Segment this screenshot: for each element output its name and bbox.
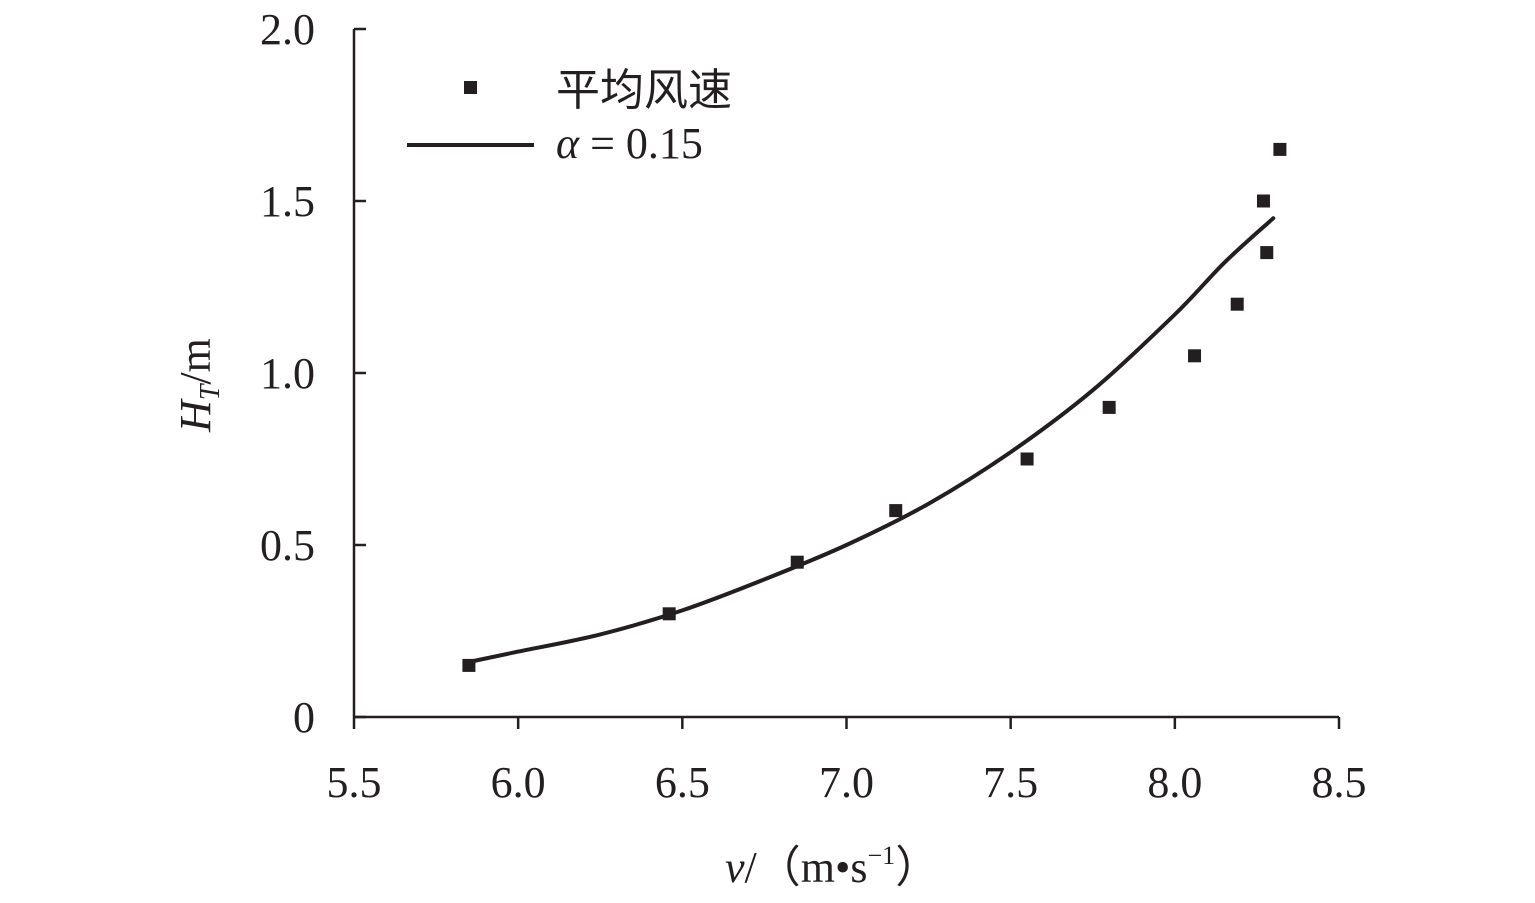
data-point bbox=[1102, 400, 1116, 414]
data-point bbox=[662, 607, 676, 621]
y-axis-label-unit: /m bbox=[171, 338, 220, 384]
x-axis-label-close: ） bbox=[895, 843, 939, 892]
x-tick-label: 7.0 bbox=[819, 758, 874, 807]
legend-marker-scatter bbox=[464, 81, 477, 94]
y-tick-label: 1.0 bbox=[260, 349, 315, 398]
y-axis-label-sub: T bbox=[195, 382, 226, 400]
x-tick-label: 5.5 bbox=[327, 758, 382, 807]
x-tick-label: 8.0 bbox=[1147, 758, 1202, 807]
scatter-series bbox=[462, 142, 1287, 672]
data-point bbox=[1188, 349, 1202, 363]
data-point bbox=[1260, 246, 1274, 260]
y-axis-ticks: 0 0.5 1.0 1.5 2.0 bbox=[260, 5, 366, 742]
x-tick-label: 6.0 bbox=[491, 758, 546, 807]
x-tick-label: 7.5 bbox=[983, 758, 1038, 807]
x-axis-ticks: 5.5 6.0 6.5 7.0 7.5 8.0 8.5 bbox=[327, 717, 1367, 807]
y-tick-label: 2.0 bbox=[260, 5, 315, 54]
x-tick-label: 6.5 bbox=[655, 758, 710, 807]
data-point bbox=[1273, 142, 1287, 156]
legend-label-scatter: 平均风速 bbox=[556, 66, 732, 115]
x-axis-label-unit: /（m•s bbox=[745, 843, 868, 892]
data-point bbox=[1230, 297, 1244, 311]
legend-label-line: α = 0.15 bbox=[556, 119, 703, 168]
y-tick-label: 0.5 bbox=[260, 521, 315, 570]
fit-line-series bbox=[466, 216, 1276, 664]
legend: 平均风速 α = 0.15 bbox=[407, 66, 732, 168]
data-point bbox=[462, 658, 476, 672]
data-point bbox=[1256, 194, 1270, 208]
axes bbox=[352, 29, 1339, 719]
data-point bbox=[790, 555, 804, 569]
fit-line bbox=[466, 216, 1276, 664]
y-axis-label-var: H bbox=[171, 398, 220, 433]
x-axis-label: v/（m•s−1） bbox=[725, 841, 939, 892]
x-axis-label-var: v bbox=[725, 843, 745, 892]
legend-alpha-symbol: α bbox=[556, 119, 580, 168]
legend-alpha-value: = 0.15 bbox=[579, 119, 703, 168]
x-tick-label: 8.5 bbox=[1312, 758, 1367, 807]
y-tick-label: 0 bbox=[293, 693, 315, 742]
data-point bbox=[1020, 452, 1034, 466]
y-tick-label: 1.5 bbox=[260, 177, 315, 226]
x-axis-label-exp: −1 bbox=[868, 841, 896, 870]
data-point bbox=[889, 504, 903, 518]
y-axis-label: HT/m bbox=[171, 338, 226, 433]
